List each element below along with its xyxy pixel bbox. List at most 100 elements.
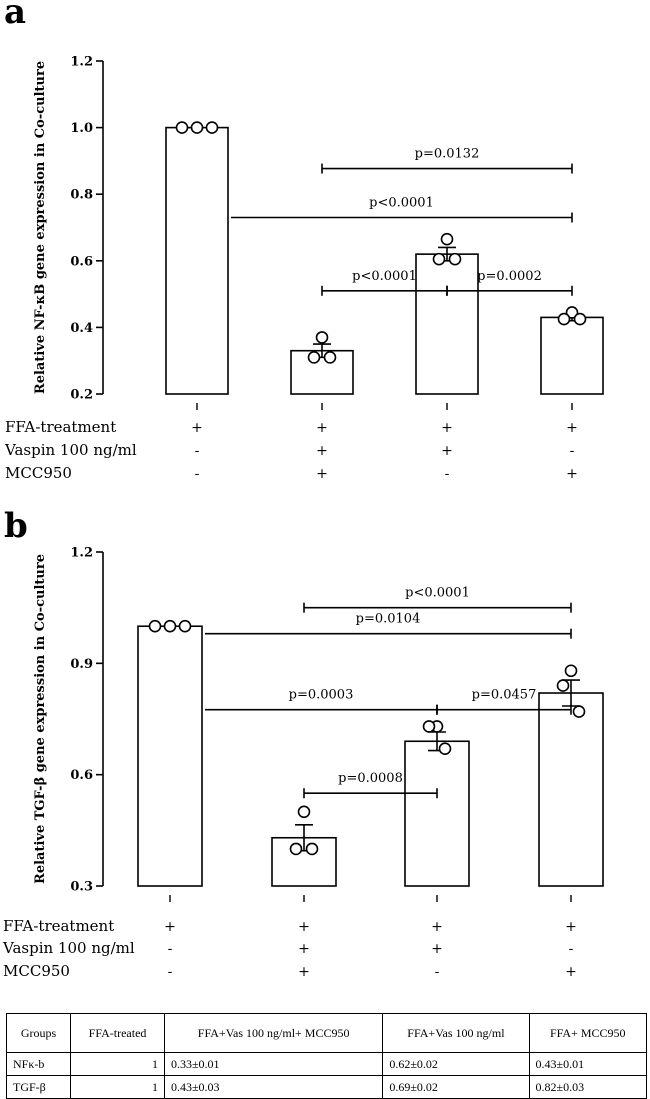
factor-label: Vaspin 100 ng/ml <box>2 939 135 957</box>
p-value-label: p<0.0001 <box>352 269 417 284</box>
y-tick-label: 0.6 <box>70 768 93 783</box>
data-point <box>432 252 446 266</box>
table-cell: 0.62±0.02 <box>382 1052 530 1076</box>
factor-sign: + <box>565 919 577 935</box>
data-point <box>148 619 162 633</box>
factor-sign: + <box>566 466 578 482</box>
factor-sign: + <box>441 420 453 436</box>
factor-sign: - <box>569 941 574 957</box>
chart-b: 0.3 0.6 0.9 1.2 Relative TGF-β gene expressi… <box>2 546 604 980</box>
p-value-label: p=0.0457 <box>472 688 537 703</box>
panel-b-letter: b <box>4 506 28 546</box>
table-header-cell: FFA+Vas 100 ng/ml <box>382 1013 530 1053</box>
table-cell: NFκ-b <box>5 1052 72 1076</box>
factor-sign: + <box>441 443 453 459</box>
bar <box>165 126 229 395</box>
y-tick-label: 0.8 <box>70 188 93 203</box>
y-axis-title: Relative TGF-β gene expression in Co-cul… <box>33 554 48 884</box>
y-tick-label: 1.0 <box>70 121 93 136</box>
bar <box>538 692 604 887</box>
table-cell: 0.69±0.02 <box>382 1075 530 1099</box>
factor-sign: + <box>298 964 310 980</box>
data-point <box>190 121 204 134</box>
y-tick-label: 1.2 <box>70 55 93 70</box>
table-header-cell: Groups <box>5 1013 72 1053</box>
data-point <box>297 805 311 819</box>
factor-sign: + <box>298 941 310 957</box>
factor-label: FFA-treatment <box>5 418 116 436</box>
factor-sign: + <box>316 466 328 482</box>
table-cell: 0.43±0.01 <box>528 1052 648 1076</box>
data-point <box>422 720 436 733</box>
data-point <box>323 351 337 364</box>
y-tick-label: 0.4 <box>70 321 93 336</box>
factor-label: MCC950 <box>5 464 72 482</box>
table-row: NFκ-b 1 0.33±0.01 0.62±0.02 0.43±0.01 <box>5 1052 648 1076</box>
table-cell: 1 <box>70 1075 165 1099</box>
p-value-label: p=0.0002 <box>477 269 542 284</box>
p-value-label: p=0.0008 <box>338 771 403 786</box>
data-point <box>438 742 452 755</box>
factor-sign: + <box>316 420 328 436</box>
p-value-label: p=0.0003 <box>289 688 354 703</box>
y-axis-title: Relative NF-κB gene expression in Co-cul… <box>33 61 48 394</box>
table-cell: 0.43±0.03 <box>163 1075 384 1099</box>
table-row: TGF-β 1 0.43±0.03 0.69±0.02 0.82±0.03 <box>5 1075 648 1099</box>
bar <box>290 349 354 395</box>
data-point <box>440 232 454 246</box>
y-tick-label: 0.3 <box>70 880 93 895</box>
bar <box>137 625 203 887</box>
panel-a-letter: a <box>4 0 27 32</box>
table-cell: 0.82±0.03 <box>528 1075 648 1099</box>
table-cell: 0.33±0.01 <box>163 1052 384 1076</box>
factor-sign: - <box>570 443 575 459</box>
data-point <box>556 679 570 692</box>
data-point <box>572 705 586 718</box>
data-point <box>305 842 319 856</box>
data-point <box>163 619 177 633</box>
table-cell: TGF-β <box>5 1075 72 1099</box>
table-cell: 1 <box>70 1052 165 1076</box>
factor-sign: - <box>168 964 173 980</box>
factor-sign: + <box>316 443 328 459</box>
y-tick-label: 0.2 <box>70 388 93 403</box>
p-value-label: p<0.0001 <box>369 196 434 211</box>
data-point <box>565 306 579 319</box>
p-value-label: p=0.0104 <box>356 612 421 627</box>
table-header-row: Groups FFA-treated FFA+Vas 100 ng/ml+ MC… <box>5 1013 648 1053</box>
factor-label: MCC950 <box>3 962 70 980</box>
factor-sign: + <box>191 420 203 436</box>
data-point <box>448 252 462 266</box>
factor-sign: + <box>566 420 578 436</box>
data-point <box>557 312 571 326</box>
y-tick-label: 0.6 <box>70 254 93 269</box>
factor-sign: + <box>431 941 443 957</box>
factor-sign: + <box>298 919 310 935</box>
table-header-cell: FFA+Vas 100 ng/ml+ MCC950 <box>163 1013 384 1053</box>
factor-sign: - <box>195 466 200 482</box>
data-point <box>178 619 192 633</box>
table-header-cell: FFA-treated <box>70 1013 165 1053</box>
factor-sign: + <box>565 964 577 980</box>
data-point <box>289 842 303 856</box>
data-point <box>307 351 321 364</box>
y-tick-label: 0.9 <box>70 657 93 672</box>
table-header-cell: FFA+ MCC950 <box>528 1013 648 1053</box>
factor-sign: - <box>168 941 173 957</box>
factor-sign: - <box>445 466 450 482</box>
factor-sign: + <box>164 919 176 935</box>
data-point <box>175 121 189 134</box>
factor-sign: - <box>435 964 440 980</box>
p-value-label: p<0.0001 <box>405 586 470 601</box>
factor-sign: + <box>431 919 443 935</box>
factor-sign: - <box>195 443 200 459</box>
bar <box>415 253 479 395</box>
data-point <box>573 312 587 326</box>
p-value-label: p=0.0132 <box>415 147 480 162</box>
bar <box>540 316 604 395</box>
factor-label: FFA-treatment <box>3 917 114 935</box>
summary-table: Groups FFA-treated FFA+Vas 100 ng/ml+ MC… <box>5 1013 648 1099</box>
data-point <box>564 664 578 678</box>
y-tick-label: 1.2 <box>70 546 93 561</box>
bar <box>404 740 470 887</box>
